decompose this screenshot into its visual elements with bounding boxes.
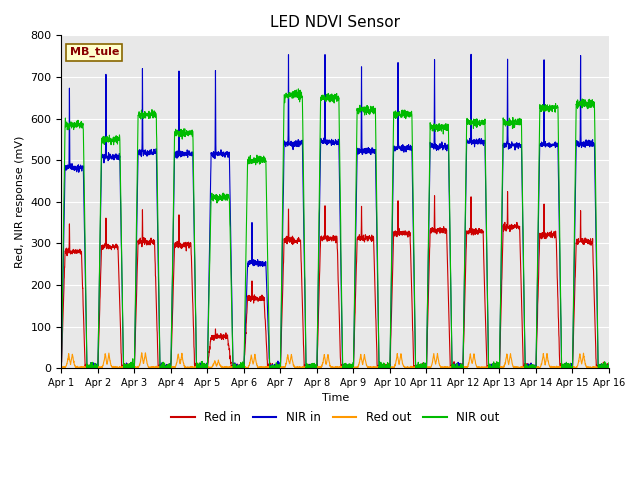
Legend: Red in, NIR in, Red out, NIR out: Red in, NIR in, Red out, NIR out xyxy=(166,407,504,429)
Y-axis label: Red, NIR response (mV): Red, NIR response (mV) xyxy=(15,135,25,268)
X-axis label: Time: Time xyxy=(321,394,349,404)
Title: LED NDVI Sensor: LED NDVI Sensor xyxy=(270,15,400,30)
Text: MB_tule: MB_tule xyxy=(70,47,119,57)
